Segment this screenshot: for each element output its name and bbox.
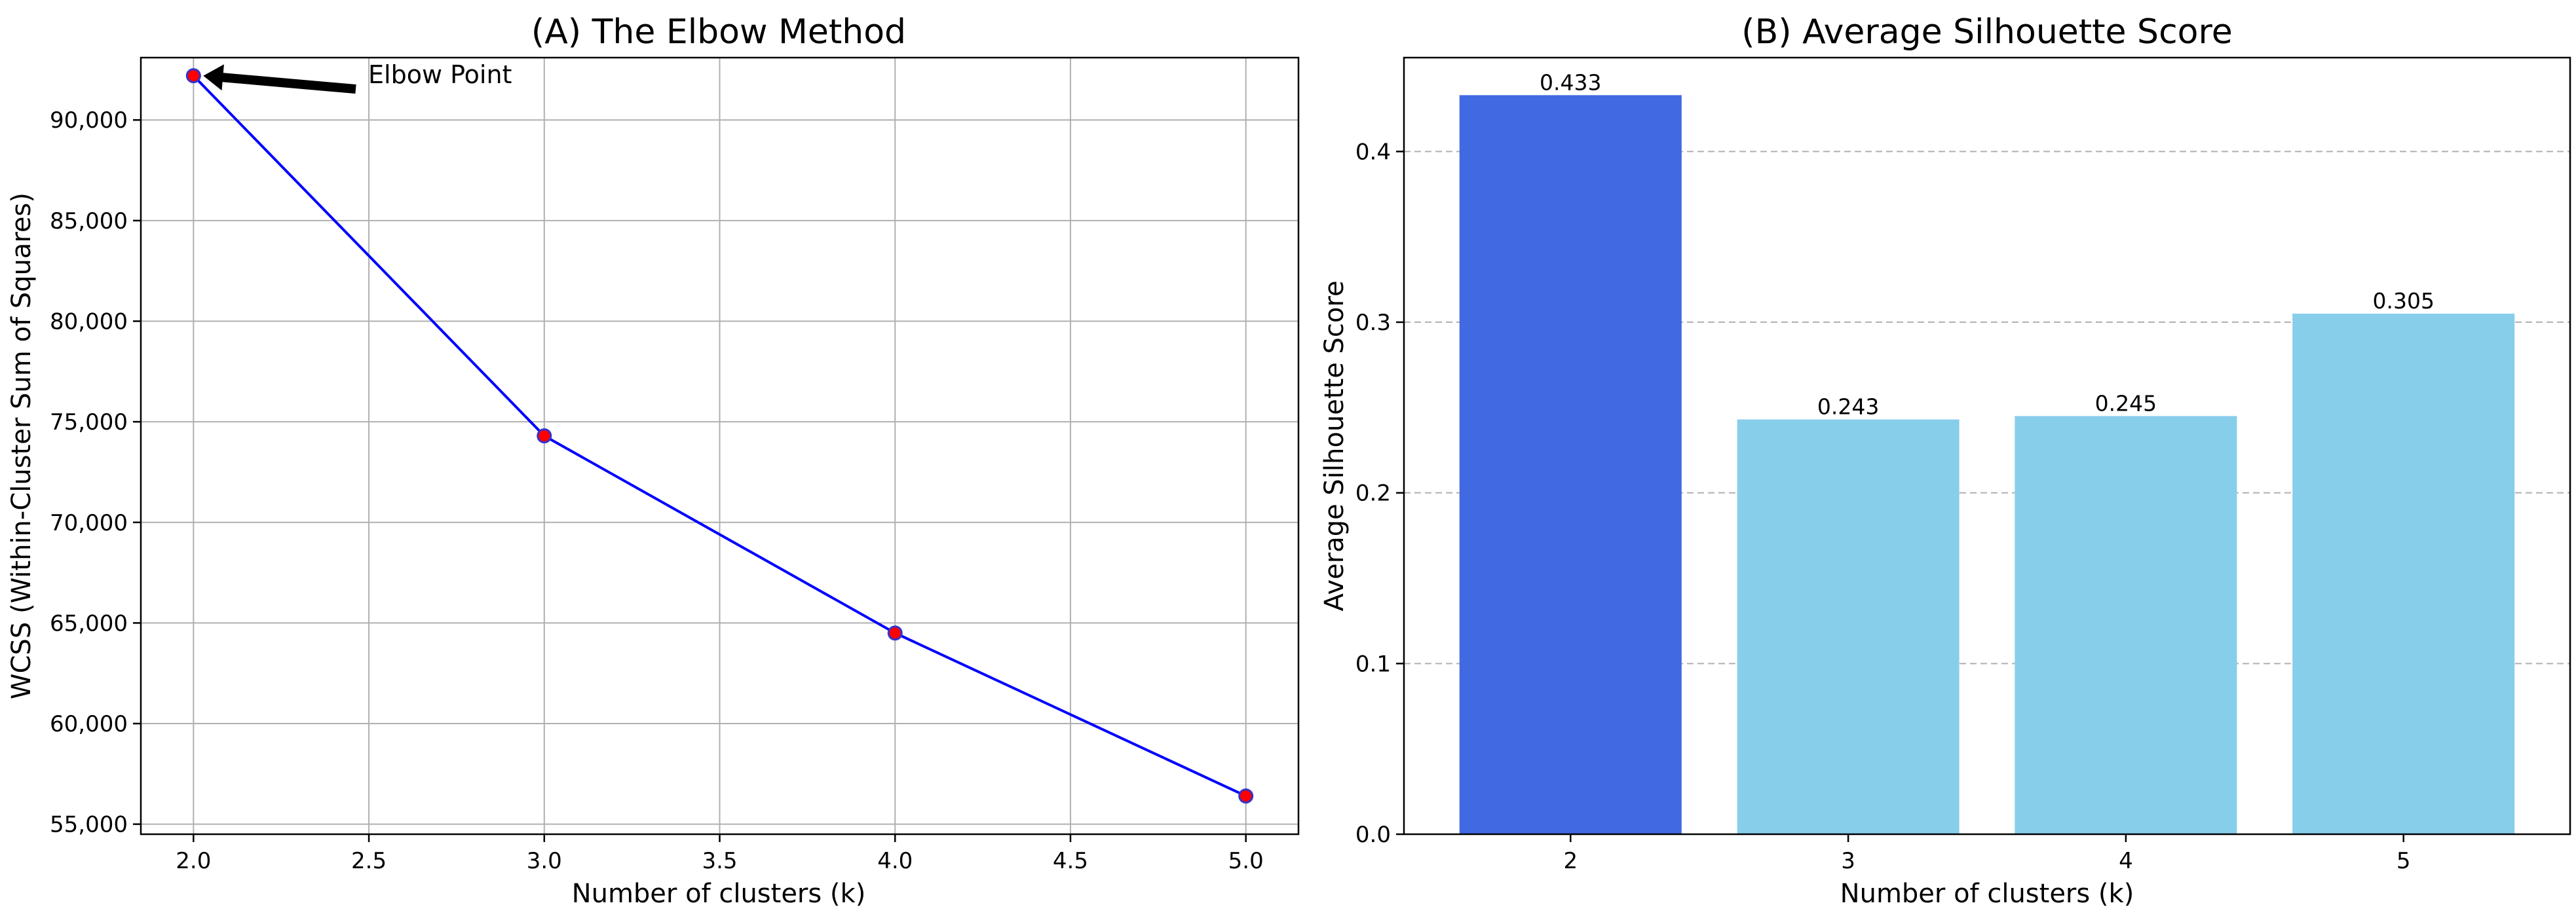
silhouette-y-tick-label: 0.4 xyxy=(1355,139,1391,165)
silhouette-y-tick-label: 0.3 xyxy=(1355,310,1391,336)
silhouette-y-tick-label: 0.1 xyxy=(1355,651,1391,677)
elbow-chart-x-ticks: 2.0 2.5 3.0 3.5 4.0 4.5 5.0 xyxy=(176,834,1264,874)
elbow-x-tick-label: 3.5 xyxy=(702,848,737,874)
silhouette-bar xyxy=(2015,416,2237,834)
silhouette-chart-x-label: Number of clusters (k) xyxy=(1840,879,2134,909)
elbow-chart-title: (A) The Elbow Method xyxy=(531,12,906,52)
silhouette-value-label: 0.243 xyxy=(1817,394,1879,420)
silhouette-value-label: 0.433 xyxy=(1540,69,1601,95)
elbow-y-tick-label: 70,000 xyxy=(50,510,128,536)
silhouette-bars xyxy=(1459,95,2515,834)
silhouette-chart-frame xyxy=(1403,56,2571,836)
silhouette-bar xyxy=(1737,419,1960,834)
elbow-y-tick-label: 55,000 xyxy=(50,812,128,838)
elbow-x-tick-label: 5.0 xyxy=(1228,848,1264,874)
silhouette-x-tick-label: 2 xyxy=(1563,848,1578,874)
silhouette-value-labels: 0.433 0.243 0.245 0.305 xyxy=(1540,69,2434,419)
elbow-x-tick-label: 2.5 xyxy=(351,848,387,874)
silhouette-value-label: 0.245 xyxy=(2095,390,2157,416)
elbow-y-tick-label: 75,000 xyxy=(50,409,128,435)
silhouette-chart-x-ticks: 2 3 4 5 xyxy=(1563,834,2411,874)
elbow-data-point xyxy=(185,68,201,84)
elbow-series-points xyxy=(185,68,1254,804)
silhouette-x-tick-label: 4 xyxy=(2119,848,2133,874)
silhouette-bar xyxy=(2292,313,2515,834)
silhouette-x-tick-label: 5 xyxy=(2396,848,2411,874)
elbow-chart-y-ticks: 55,000 60,000 65,000 70,000 75,000 80,000 85,0… xyxy=(50,107,141,838)
elbow-chart-x-label: Number of clusters (k) xyxy=(572,879,866,909)
silhouette-y-tick-label: 0.2 xyxy=(1355,481,1391,507)
elbow-y-tick-label: 85,000 xyxy=(50,208,128,234)
elbow-y-tick-label: 80,000 xyxy=(50,309,128,335)
silhouette-chart-y-label: Average Silhouette Score xyxy=(1319,280,1350,611)
elbow-x-tick-label: 4.0 xyxy=(877,848,913,874)
elbow-point-label: Elbow Point xyxy=(368,60,512,89)
elbow-chart-y-label: WCSS (Within-Cluster Sum of Squares) xyxy=(7,193,37,699)
silhouette-y-tick-label: 0.0 xyxy=(1355,822,1391,848)
elbow-chart-frame xyxy=(140,56,1300,836)
silhouette-chart-title: (B) Average Silhouette Score xyxy=(1741,12,2232,52)
elbow-chart: (A) The Elbow Method 2.0 2.5 3.0 3.5 4.0 4.5 5… xyxy=(7,12,1300,909)
elbow-series-line xyxy=(192,75,1247,798)
elbow-chart-grid xyxy=(141,58,1298,834)
elbow-data-point xyxy=(537,428,552,444)
elbow-y-tick-label: 60,000 xyxy=(50,711,128,737)
elbow-data-point xyxy=(1238,788,1254,804)
elbow-data-point xyxy=(887,625,903,641)
elbow-annotation: Elbow Point xyxy=(203,60,512,94)
elbow-x-tick-label: 2.0 xyxy=(176,848,211,874)
silhouette-chart-y-ticks: 0.0 0.1 0.2 0.3 0.4 xyxy=(1355,139,1404,848)
silhouette-value-label: 0.305 xyxy=(2372,288,2434,314)
elbow-x-tick-label: 3.0 xyxy=(527,848,562,874)
silhouette-bar xyxy=(1459,95,1682,834)
elbow-y-tick-label: 90,000 xyxy=(50,107,128,134)
silhouette-x-tick-label: 3 xyxy=(1841,848,1855,874)
elbow-point-arrow xyxy=(203,64,356,94)
elbow-x-tick-label: 4.5 xyxy=(1053,848,1088,874)
elbow-y-tick-label: 65,000 xyxy=(50,610,128,636)
